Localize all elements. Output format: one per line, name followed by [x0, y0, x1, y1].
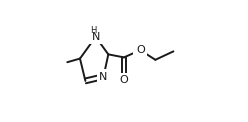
- Text: H: H: [90, 26, 97, 35]
- Text: N: N: [92, 32, 100, 42]
- Text: O: O: [136, 45, 145, 55]
- Text: N: N: [99, 72, 108, 82]
- Text: O: O: [120, 75, 128, 85]
